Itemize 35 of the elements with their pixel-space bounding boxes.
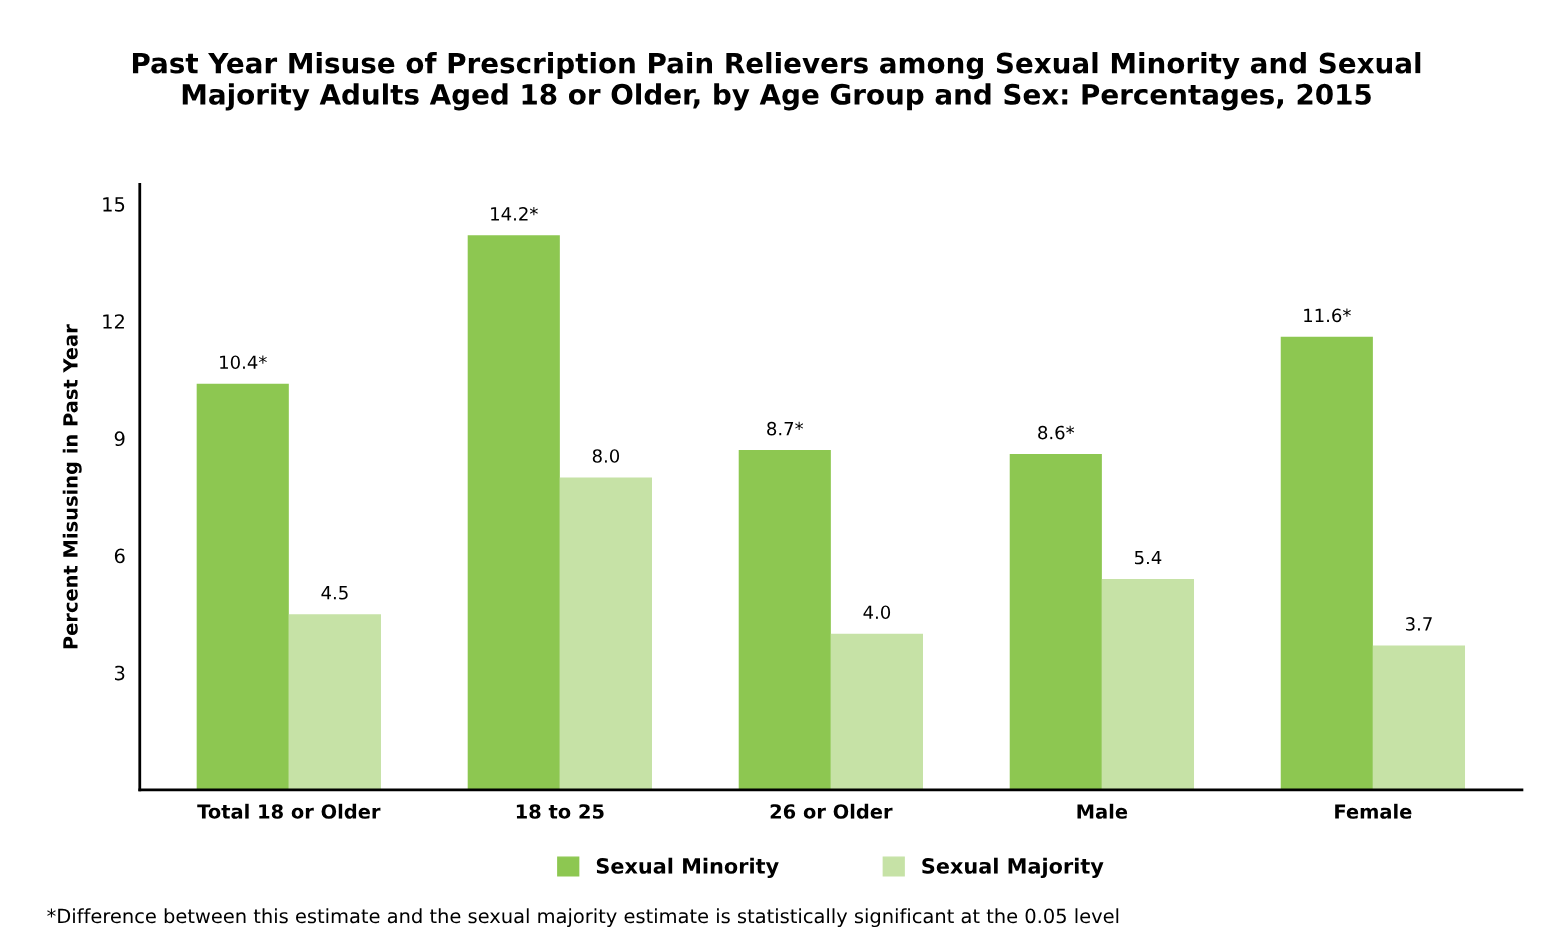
data-label: 11.6* [1304, 308, 1351, 323]
data-label: 3.7 [1405, 617, 1432, 631]
bar [1101, 578, 1195, 790]
data-label: 4.0 [863, 605, 891, 620]
legend-label: Sexual Majority [922, 857, 1104, 879]
y-tick-label: 12 [103, 314, 124, 329]
x-tick-label: 18 to 25 [516, 804, 604, 819]
y-tick-label: 9 [114, 431, 125, 447]
y-axis-title: Percent Misusing in Past Year [62, 324, 82, 649]
bar [467, 235, 560, 790]
x-tick-label: Female [1335, 803, 1412, 819]
data-label: 8.0 [592, 449, 620, 463]
data-label: 8.7* [767, 421, 804, 436]
y-tick-label: 3 [114, 665, 125, 681]
x-tick-label: 26 or Older [770, 803, 893, 819]
data-label: 5.4 [1134, 550, 1162, 565]
data-label: 8.6* [1038, 425, 1075, 440]
x-tick-label: Male [1077, 803, 1128, 819]
legend-label: Sexual Minority [596, 857, 779, 879]
bar [1280, 336, 1373, 790]
y-tick-label: 15 [103, 197, 125, 212]
data-label: 4.5 [321, 586, 348, 600]
bar [738, 450, 831, 790]
data-label: 14.2* [491, 206, 538, 221]
bar [288, 614, 381, 790]
x-tick-label: Total 18 or Older [197, 803, 381, 819]
text: *Difference between this estimate and the sexual majority estimate is statistically significant at the 0.05 level [47, 908, 1119, 928]
y-tick-label: 6 [114, 548, 125, 564]
bar [830, 633, 923, 790]
bar [559, 477, 652, 790]
chart-title: Past Year Misuse of Prescription Pain Relievers among Sexual Minority and Sexual Majority Adults Aged 18 or Older, by Age Group and Sex: Percentages, 2015 [132, 52, 1421, 111]
data-label: 10.4* [220, 355, 267, 370]
bar [1372, 645, 1466, 790]
bar [1009, 453, 1102, 790]
bar [196, 383, 289, 790]
